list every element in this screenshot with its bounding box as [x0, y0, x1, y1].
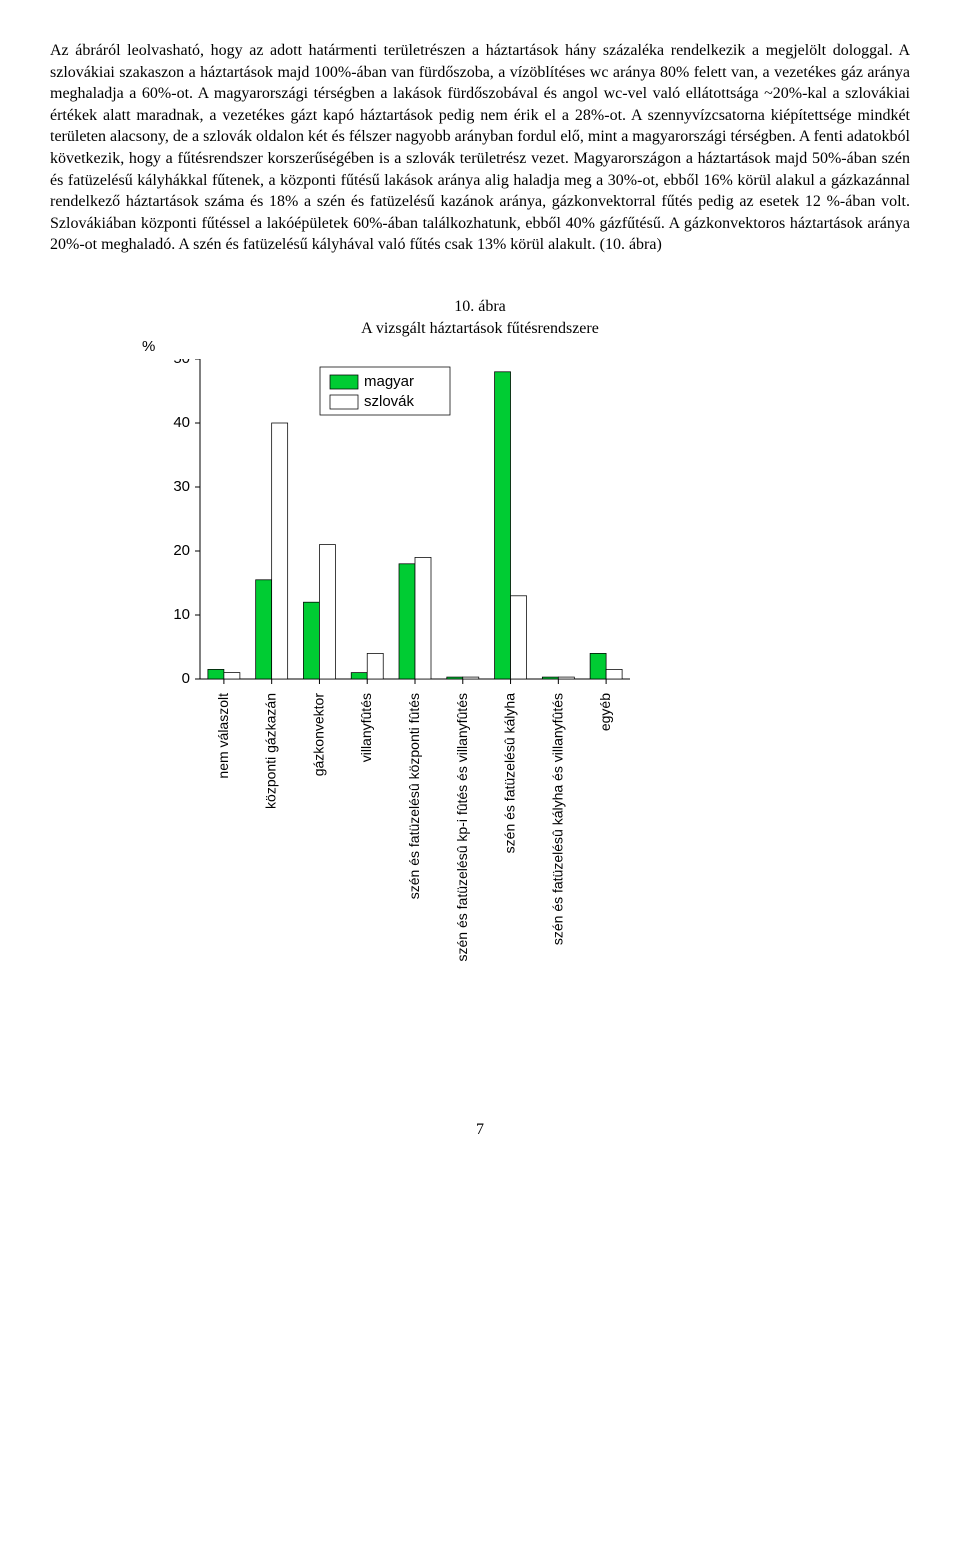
bar-magyar: [495, 372, 511, 679]
category-label: villanyfûtés: [358, 693, 374, 762]
svg-text:20: 20: [173, 542, 190, 559]
category-label: gázkonvektor: [310, 693, 326, 777]
svg-text:0: 0: [182, 670, 190, 687]
category-label: szén és fatüzelésû kályha és villanyfûté…: [549, 693, 565, 945]
figure-block: 10. ábra A vizsgált háztartások fűtésren…: [50, 296, 910, 1059]
bar-szlovak: [463, 677, 479, 679]
bar-szlovak: [511, 596, 527, 679]
figure-number: 10. ábra: [454, 298, 506, 315]
legend-label-magyar: magyar: [364, 373, 414, 390]
category-label: szén és fatüzelésû központi fûtés: [406, 693, 422, 899]
legend-swatch-szlovak: [330, 395, 358, 409]
legend-label-szlovak: szlovák: [364, 393, 415, 410]
bar-szlovak: [367, 654, 383, 680]
bar-szlovak: [558, 677, 574, 679]
bar-magyar: [542, 677, 558, 679]
bar-szlovak: [319, 545, 335, 679]
bar-magyar: [447, 677, 463, 679]
svg-text:10: 10: [173, 606, 190, 623]
bar-magyar: [399, 564, 415, 679]
body-paragraph: Az ábráról leolvasható, hogy az adott ha…: [50, 40, 910, 256]
bar-szlovak: [224, 673, 240, 679]
bar-magyar: [256, 580, 272, 679]
category-label: nem válaszolt: [215, 693, 231, 779]
figure-title: 10. ábra A vizsgált háztartások fűtésren…: [50, 296, 910, 339]
bar-magyar: [590, 654, 606, 680]
figure-caption: A vizsgált háztartások fűtésrendszere: [361, 320, 599, 337]
bar-magyar: [303, 602, 319, 679]
bar-magyar: [351, 673, 367, 679]
page-number: 7: [50, 1119, 910, 1141]
svg-text:50: 50: [173, 359, 190, 367]
category-label: szén és fatüzelésû kp-i fûtés és villany…: [454, 693, 470, 961]
heating-chart: % 01020304050nem válaszoltközponti gázka…: [160, 359, 660, 1059]
category-label: központi gázkazán: [263, 693, 279, 809]
bar-chart-svg: 0 10 20 30 40 50 nem válaszolt központi gázkazá…: [160, 359, 660, 1059]
legend-swatch-magyar: [330, 375, 358, 389]
svg-text:40: 40: [173, 414, 190, 431]
y-axis-unit: %: [142, 337, 155, 357]
svg-text:30: 30: [173, 478, 190, 495]
bar-szlovak: [415, 558, 431, 680]
bar-szlovak: [272, 423, 288, 679]
bar-magyar: [208, 670, 224, 680]
category-label: egyéb: [597, 693, 613, 731]
category-label: szén és fatüzelésû kályha: [502, 693, 518, 854]
bar-szlovak: [606, 670, 622, 680]
